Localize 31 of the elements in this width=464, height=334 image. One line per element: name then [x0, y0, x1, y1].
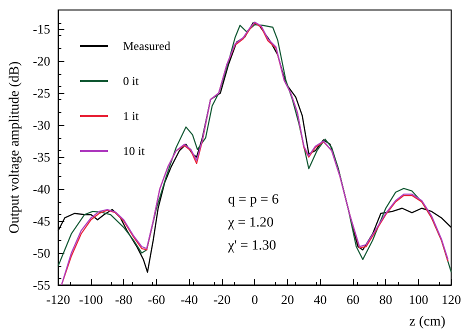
annotation: χ' = 1.30 — [227, 238, 276, 254]
y-tick-label: -45 — [32, 214, 50, 229]
x-tick-label: -100 — [79, 292, 103, 307]
legend-label: 0 it — [123, 74, 140, 88]
x-tick-label: 20 — [280, 292, 294, 307]
y-tick-label: -40 — [32, 182, 50, 197]
x-tick-label: 100 — [408, 292, 428, 307]
x-tick-label: 120 — [442, 292, 461, 307]
y-tick-label: -15 — [32, 22, 50, 37]
x-tick-label: -20 — [213, 292, 231, 307]
x-tick-label: 60 — [346, 292, 360, 307]
legend-label: 1 it — [123, 109, 140, 123]
x-tick-label: -40 — [180, 292, 198, 307]
annotation: χ = 1.20 — [227, 216, 274, 230]
x-tick-label: -120 — [46, 292, 70, 307]
x-tick-label: 80 — [379, 292, 392, 307]
x-tick-label: -60 — [148, 292, 166, 307]
x-axis-title: z (cm) — [409, 314, 446, 330]
x-tick-label: 0 — [251, 292, 258, 307]
y-tick-label: -35 — [32, 150, 50, 165]
annotation: q = p = 6 — [228, 192, 279, 208]
y-tick-label: -25 — [32, 86, 50, 101]
y-tick-label: -30 — [32, 118, 50, 133]
y-tick-label: -50 — [32, 246, 50, 261]
y-tick-label: -55 — [32, 278, 50, 292]
y-tick-label: -20 — [32, 54, 50, 69]
y-axis-title: Output voltage amplitude (dB) — [8, 61, 22, 234]
legend-label: Measured — [123, 39, 170, 53]
legend-label: 10 it — [123, 144, 146, 158]
x-tick-label: 40 — [314, 292, 327, 307]
x-tick-label: -80 — [115, 292, 132, 307]
